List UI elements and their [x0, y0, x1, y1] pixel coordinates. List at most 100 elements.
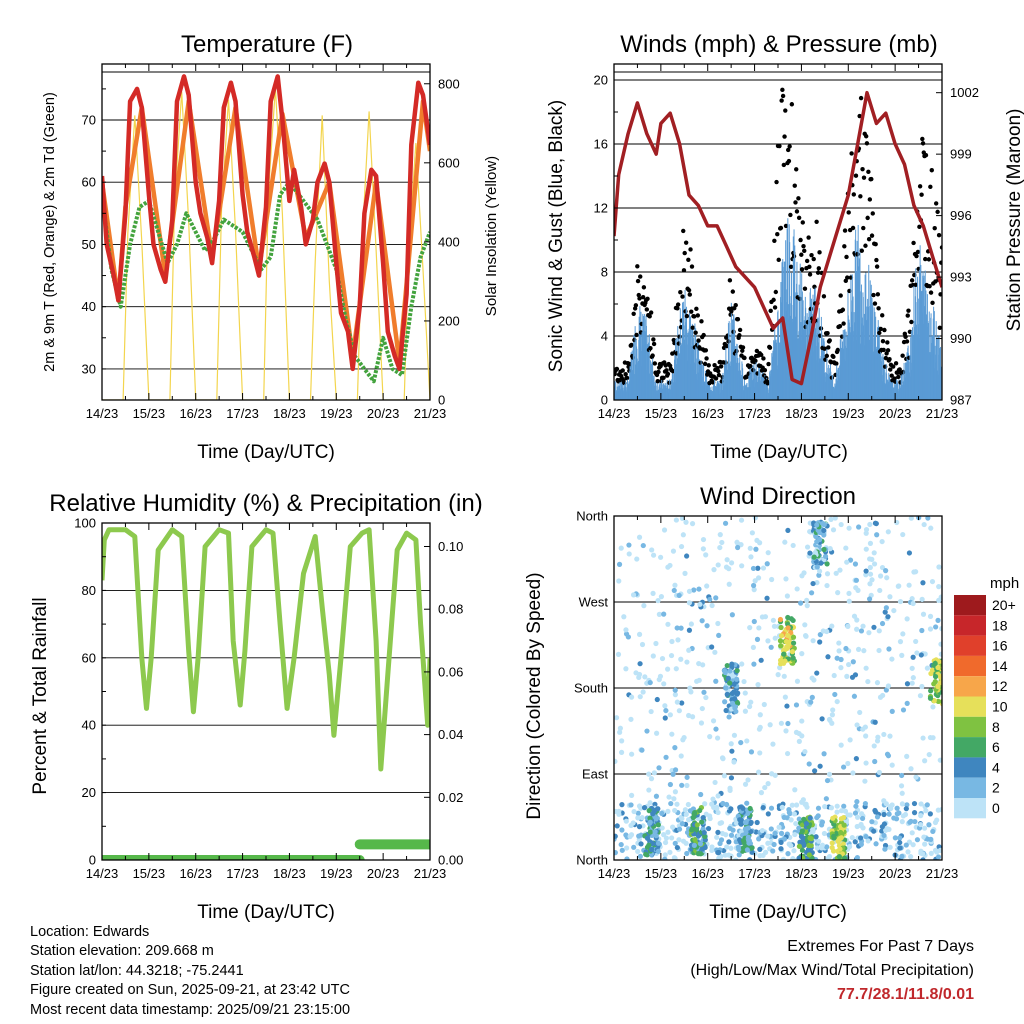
direction-cluster-point — [737, 837, 743, 843]
direction-point — [921, 521, 927, 528]
direction-point — [764, 595, 770, 601]
direction-point — [666, 794, 672, 800]
direction-cluster-point — [655, 822, 661, 828]
direction-cluster-point — [777, 657, 784, 663]
y-tick-label: 40 — [82, 718, 96, 733]
direction-point — [770, 848, 776, 854]
gust-point — [773, 289, 779, 295]
gust-point — [814, 219, 819, 224]
direction-point — [689, 714, 696, 720]
direction-point — [768, 644, 774, 650]
direction-point — [790, 542, 796, 549]
direction-cluster-point — [697, 807, 703, 814]
x-tick-label: 14/23 — [598, 406, 631, 421]
gust-point — [638, 274, 643, 279]
direction-point — [881, 821, 888, 827]
direction-point — [659, 810, 665, 816]
direction-point — [657, 673, 664, 679]
direction-point — [631, 844, 637, 850]
direction-cluster-point — [655, 840, 662, 846]
x-tick-label: 17/23 — [738, 406, 771, 421]
direction-point — [713, 726, 719, 732]
direction-point — [913, 774, 919, 780]
legend-swatch — [954, 676, 986, 697]
legend-swatch — [954, 696, 986, 717]
direction-point — [827, 546, 833, 552]
direction-point — [871, 624, 877, 630]
direction-point — [652, 801, 658, 807]
y-tick-label: 0 — [601, 393, 608, 408]
direction-point — [696, 660, 702, 667]
gust-point — [917, 184, 923, 189]
direction-point — [724, 557, 730, 563]
direction-point — [614, 715, 620, 721]
direction-point — [821, 830, 828, 837]
direction-point — [669, 638, 675, 645]
direction-point — [804, 603, 810, 609]
direction-point — [834, 655, 840, 661]
y2-tick-label: 0.02 — [438, 790, 463, 805]
direction-point — [636, 631, 643, 637]
x-tick-label: 16/23 — [179, 866, 212, 881]
direction-point — [781, 836, 787, 842]
direction-point — [899, 853, 905, 859]
direction-point — [667, 781, 673, 788]
gust-point — [807, 272, 813, 277]
direction-point — [843, 645, 849, 652]
direction-cluster-point — [738, 821, 744, 827]
x-tick-label: 16/23 — [691, 406, 724, 421]
direction-cluster-point — [655, 848, 661, 854]
gust-point — [751, 367, 756, 373]
direction-point — [814, 670, 820, 676]
gust-point — [930, 300, 935, 306]
legend-swatch — [954, 595, 986, 616]
gust-point — [748, 363, 753, 369]
direction-cluster-point — [784, 644, 790, 650]
gust-point — [623, 371, 628, 377]
x-tick-label: 15/23 — [133, 866, 166, 881]
direction-point — [854, 855, 860, 860]
direction-point — [704, 583, 710, 589]
direction-point — [853, 577, 859, 583]
direction-cluster-point — [700, 814, 706, 821]
gust-point — [620, 368, 625, 373]
direction-point — [917, 693, 924, 699]
direction-point — [640, 689, 646, 695]
direction-point — [688, 689, 694, 695]
gust-point — [876, 306, 881, 311]
direction-point — [857, 709, 863, 716]
direction-cluster-point — [699, 846, 705, 852]
direction-cluster-point — [813, 533, 819, 539]
direction-point — [819, 819, 826, 825]
y2-tick-label: 987 — [950, 393, 972, 408]
gust-point — [661, 375, 666, 381]
direction-cluster-point — [799, 828, 806, 834]
direction-point — [899, 801, 905, 807]
gust-point — [871, 292, 876, 298]
direction-point — [809, 694, 815, 700]
gust-point — [900, 353, 905, 358]
direction-point — [923, 808, 929, 814]
gust-point — [686, 257, 691, 262]
direction-cluster-point — [724, 662, 730, 669]
direction-point — [698, 720, 705, 726]
gust-point — [762, 367, 768, 373]
gust-point — [682, 250, 687, 256]
direction-ticks: 14/23 15/23 16/23 17/23 18/23 19/23 20/23 21/23… — [574, 509, 958, 882]
legend-label: 6 — [992, 739, 1000, 755]
direction-point — [684, 850, 690, 857]
direction-cluster-point — [785, 625, 791, 631]
gust-point — [919, 192, 924, 197]
x-tick-label: 18/23 — [273, 866, 306, 881]
direction-point — [824, 777, 831, 784]
direction-cluster-point — [935, 698, 941, 705]
direction-point — [614, 850, 618, 856]
gust-point — [843, 278, 848, 284]
gust-point — [740, 348, 745, 353]
gust-point — [911, 240, 916, 246]
gust-point — [904, 339, 910, 344]
direction-point — [927, 626, 934, 632]
gust-point — [683, 240, 689, 245]
direction-point — [678, 625, 684, 631]
x-tick-label: 19/23 — [832, 866, 865, 881]
